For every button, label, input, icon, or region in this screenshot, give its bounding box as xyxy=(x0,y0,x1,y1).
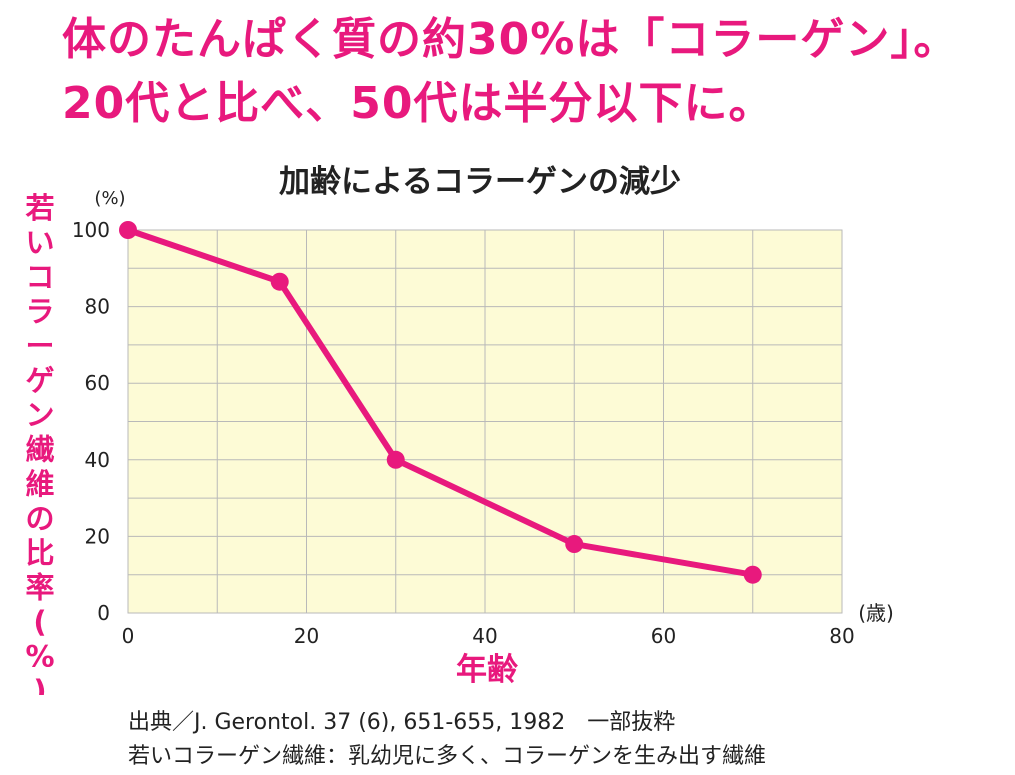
data-point xyxy=(270,272,289,291)
x-axis-label: 年齢 xyxy=(456,652,518,688)
y-tick-label: 20 xyxy=(85,524,110,548)
data-point xyxy=(119,221,137,239)
x-tick-label: 40 xyxy=(472,624,497,648)
chart-title: 加齢によるコラーゲンの減少 xyxy=(279,164,681,200)
headline-line-1: 体のたんぱく質の約30%は「コラーゲン」。 xyxy=(62,14,959,65)
y-axis-label: 若いコラーゲン繊維の比率(%) xyxy=(25,191,54,695)
y-axis-ticks: 0 20 40 60 80 100 xyxy=(72,218,110,625)
x-tick-label: 20 xyxy=(294,624,319,648)
y-tick-label: 80 xyxy=(85,295,110,319)
x-tick-label: 60 xyxy=(651,624,676,648)
x-tick-label: 0 xyxy=(122,624,135,648)
y-tick-label: 40 xyxy=(85,448,110,472)
grid-lines xyxy=(128,230,842,613)
y-axis-unit: (%) xyxy=(94,188,125,209)
source-citation: 出典／J. Gerontol. 37 (6), 651-655, 1982 一部… xyxy=(128,710,676,735)
source-note: 若いコラーゲン繊維：乳幼児に多く、コラーゲンを生み出す繊維 xyxy=(128,744,767,769)
collagen-decline-chart: 加齢によるコラーゲンの減少 0 20 40 60 80 100 0 20 40 60 80 (%)… xyxy=(25,164,894,695)
x-axis-unit: (歳) xyxy=(858,601,894,625)
data-points xyxy=(119,221,762,584)
data-point xyxy=(743,565,762,584)
y-tick-label: 100 xyxy=(72,218,110,242)
y-tick-label: 0 xyxy=(97,601,110,625)
x-axis-ticks: 0 20 40 60 80 xyxy=(122,624,855,648)
headline-line-2: 20代と比べ、50代は半分以下に。 xyxy=(62,78,774,129)
data-point xyxy=(386,450,405,469)
x-tick-label: 80 xyxy=(829,624,854,648)
data-point xyxy=(565,535,584,554)
y-tick-label: 60 xyxy=(85,371,110,395)
